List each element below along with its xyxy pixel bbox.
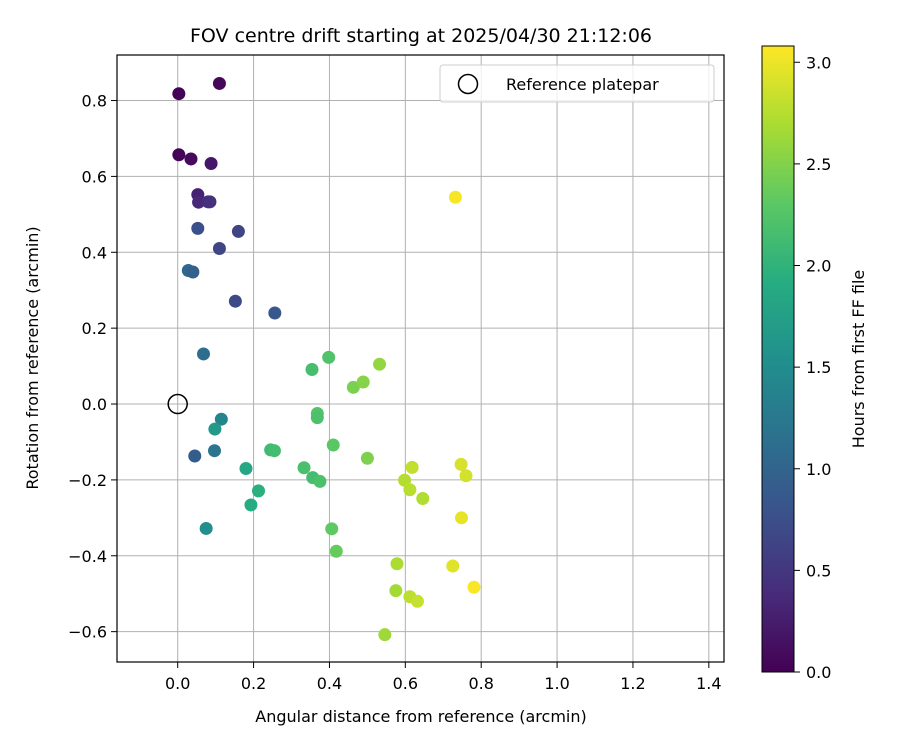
data-point bbox=[390, 557, 404, 571]
colorbar-tick-label: 1.5 bbox=[806, 358, 831, 377]
data-point bbox=[305, 363, 319, 377]
x-tick-label: 0.8 bbox=[468, 674, 493, 693]
colorbar-tick-label: 1.0 bbox=[806, 460, 831, 479]
data-point bbox=[207, 444, 221, 458]
chart-title: FOV centre drift starting at 2025/04/30 … bbox=[190, 25, 652, 47]
data-point bbox=[172, 87, 186, 101]
data-points bbox=[172, 76, 481, 642]
colorbar-tick-label: 2.0 bbox=[806, 257, 831, 276]
data-point bbox=[378, 628, 392, 642]
data-point bbox=[268, 306, 282, 320]
plot-frame bbox=[116, 54, 725, 663]
data-point bbox=[329, 544, 343, 558]
data-point bbox=[184, 152, 198, 166]
legend-box bbox=[439, 64, 715, 103]
x-tick-label: 1.0 bbox=[544, 674, 569, 693]
data-point bbox=[454, 457, 468, 471]
data-point bbox=[192, 195, 206, 209]
reference-point-marker bbox=[167, 393, 188, 415]
data-point bbox=[203, 195, 217, 209]
data-point bbox=[214, 412, 228, 426]
x-axis-label: Angular distance from reference (arcmin) bbox=[255, 707, 586, 726]
data-point bbox=[228, 294, 242, 308]
reference-point bbox=[167, 393, 188, 415]
data-point bbox=[196, 347, 210, 361]
data-point bbox=[448, 190, 462, 204]
data-point bbox=[297, 461, 311, 475]
data-point bbox=[454, 511, 468, 525]
x-tick-label: 0.0 bbox=[165, 674, 190, 693]
colorbar-tick-label: 0.0 bbox=[806, 663, 831, 682]
data-point bbox=[403, 483, 417, 497]
y-tick-label: 0.6 bbox=[82, 167, 107, 186]
data-point bbox=[373, 357, 387, 371]
y-tick-label: 0.0 bbox=[82, 395, 107, 414]
x-tick-label: 0.6 bbox=[393, 674, 418, 693]
data-point bbox=[389, 584, 403, 598]
data-point bbox=[405, 460, 419, 474]
data-point bbox=[191, 221, 205, 235]
data-point bbox=[231, 224, 245, 238]
y-tick-label: −0.4 bbox=[68, 547, 107, 566]
x-tick-label: 0.2 bbox=[241, 674, 266, 693]
data-point bbox=[186, 265, 200, 279]
y-tick-label: −0.6 bbox=[68, 623, 107, 642]
data-point bbox=[467, 580, 481, 594]
legend-marker-open-circle bbox=[457, 73, 479, 95]
data-point bbox=[199, 521, 213, 535]
x-tick-label: 0.4 bbox=[317, 674, 342, 693]
data-point bbox=[208, 422, 222, 436]
data-point bbox=[446, 559, 460, 573]
data-point bbox=[416, 491, 430, 505]
data-point bbox=[410, 594, 424, 608]
data-point bbox=[239, 462, 253, 476]
data-point bbox=[325, 522, 339, 536]
colorbar-label: Hours from first FF file bbox=[849, 270, 868, 449]
data-point bbox=[326, 438, 340, 452]
y-axis-ticks: −0.6 −0.4 −0.2 0.0 0.2 0.4 0.6 0.8 bbox=[68, 92, 117, 642]
y-tick-label: 0.2 bbox=[82, 319, 107, 338]
data-point bbox=[322, 350, 336, 364]
data-point bbox=[252, 484, 266, 498]
data-point bbox=[459, 469, 473, 483]
colorbar-tick-label: 2.5 bbox=[806, 155, 831, 174]
colorbar-tick-label: 0.5 bbox=[806, 561, 831, 580]
data-point bbox=[188, 449, 202, 463]
data-point bbox=[356, 375, 370, 389]
data-point bbox=[267, 444, 281, 458]
y-tick-label: 0.8 bbox=[82, 92, 107, 111]
data-point bbox=[244, 498, 258, 512]
colorbar-gradient bbox=[761, 45, 795, 673]
y-tick-label: 0.4 bbox=[82, 243, 107, 262]
legend-label: Reference platepar bbox=[506, 75, 659, 94]
x-tick-label: 1.2 bbox=[620, 674, 645, 693]
colorbar-ticks: 0.0 0.5 1.0 1.5 2.0 2.5 3.0 bbox=[794, 53, 831, 682]
x-axis-ticks: 0.0 0.2 0.4 0.6 0.8 1.0 1.2 1.4 bbox=[165, 662, 722, 693]
data-point bbox=[204, 157, 218, 171]
data-point bbox=[313, 474, 327, 488]
data-point bbox=[172, 148, 186, 162]
y-tick-label: −0.2 bbox=[68, 471, 107, 490]
data-point bbox=[212, 241, 226, 255]
x-tick-label: 1.4 bbox=[696, 674, 721, 693]
grid-lines bbox=[117, 55, 724, 662]
data-point bbox=[346, 380, 360, 394]
data-point bbox=[212, 76, 226, 90]
y-axis-label: Rotation from reference (arcmin) bbox=[23, 226, 42, 489]
data-point bbox=[398, 473, 412, 487]
legend: Reference platepar bbox=[439, 64, 715, 103]
data-point bbox=[360, 451, 374, 465]
data-point bbox=[310, 411, 324, 425]
colorbar-tick-label: 3.0 bbox=[806, 53, 831, 72]
